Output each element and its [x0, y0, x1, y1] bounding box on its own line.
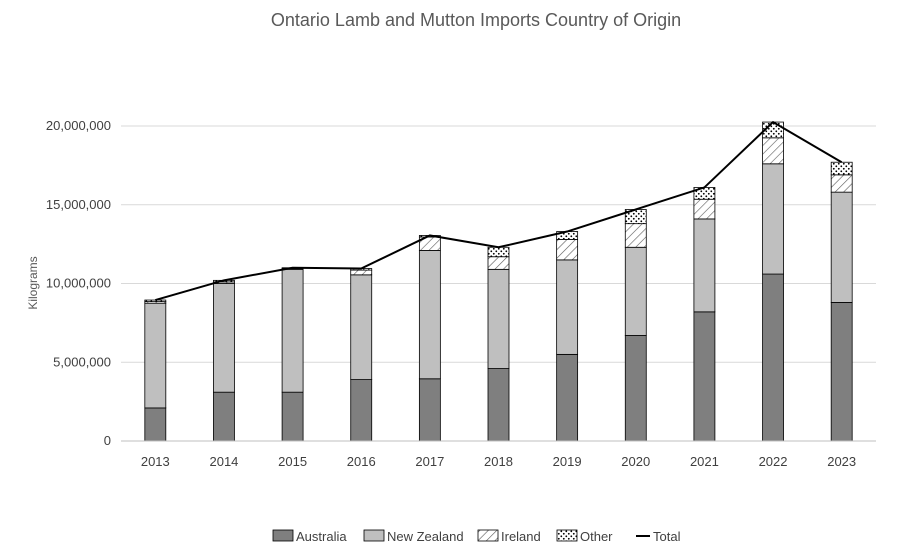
legend-swatch-ireland	[477, 529, 499, 542]
x-tick-label: 2016	[347, 454, 376, 469]
legend-label-new-zealand: New Zealand	[387, 529, 464, 544]
x-tick-label: 2017	[415, 454, 444, 469]
y-tick-label: 0	[104, 433, 111, 448]
bar-new-zealand-2014	[213, 283, 235, 393]
x-tick-label: 2018	[484, 454, 513, 469]
bar-ireland-2020	[624, 223, 647, 248]
bar-other-2023	[830, 161, 853, 176]
bar-new-zealand-2015	[281, 268, 304, 393]
x-tick-label: 2015	[278, 454, 307, 469]
legend-label-ireland: Ireland	[501, 529, 541, 544]
bar-australia-2020	[624, 335, 647, 442]
x-tick-label: 2013	[141, 454, 170, 469]
bar-new-zealand-2016	[350, 274, 373, 380]
bar-ireland-2021	[693, 198, 716, 220]
legend-swatch-other	[556, 529, 578, 542]
bar-new-zealand-2019	[556, 259, 579, 355]
legend-label-total: Total	[653, 529, 681, 544]
bar-australia-2021	[693, 311, 716, 442]
x-tick-label: 2019	[553, 454, 582, 469]
bar-ireland-2018	[487, 256, 510, 270]
bar-other-2018	[487, 246, 510, 258]
bar-australia-2015	[281, 391, 304, 442]
bar-australia-2018	[487, 368, 510, 442]
bar-australia-2023	[830, 301, 853, 442]
y-axis-label: Kilograms	[26, 256, 40, 309]
legend-swatch-australia	[272, 529, 294, 542]
bar-ireland-2022	[762, 137, 784, 165]
axis-layer: 0 5,000,000 10,000,000 15,000,000 20,000,000…	[46, 118, 876, 469]
bar-new-zealand-2023	[830, 191, 853, 303]
bar-australia-2019	[556, 353, 579, 442]
y-tick-label: 15,000,000	[46, 197, 111, 212]
line-total	[155, 120, 843, 301]
bar-ireland-2019	[556, 238, 579, 261]
x-tick-label: 2020	[621, 454, 650, 469]
x-tick-label: 2021	[690, 454, 719, 469]
legend-label-other: Other	[580, 529, 613, 544]
bar-other-2013	[144, 299, 167, 303]
bar-new-zealand-2022	[762, 163, 784, 275]
bar-australia-2013	[144, 407, 167, 442]
x-tick-label: 2022	[759, 454, 788, 469]
bar-ireland-2023	[830, 174, 853, 193]
y-tick-label: 20,000,000	[46, 118, 111, 133]
line-layer	[155, 120, 843, 301]
bar-new-zealand-2018	[487, 268, 510, 369]
bar-australia-2022	[762, 273, 784, 442]
chart-title: Ontario Lamb and Mutton Imports Country …	[271, 10, 681, 30]
x-tick-label: 2023	[827, 454, 856, 469]
bars-layer	[144, 121, 853, 442]
bar-new-zealand-2021	[693, 218, 716, 313]
bar-ireland-2016	[350, 269, 373, 276]
legend-label-australia: Australia	[296, 529, 347, 544]
legend: Australia New Zealand Ireland Other Total	[272, 529, 681, 544]
bar-new-zealand-2013	[144, 302, 167, 409]
legend-swatch-new-zealand	[363, 529, 385, 542]
y-tick-label: 5,000,000	[53, 354, 111, 369]
bar-new-zealand-2020	[624, 246, 647, 336]
bar-australia-2016	[350, 379, 373, 442]
bar-new-zealand-2017	[418, 250, 441, 380]
x-tick-label: 2014	[209, 454, 238, 469]
bar-australia-2017	[418, 378, 441, 442]
bar-australia-2014	[213, 391, 235, 442]
y-tick-label: 10,000,000	[46, 276, 111, 291]
